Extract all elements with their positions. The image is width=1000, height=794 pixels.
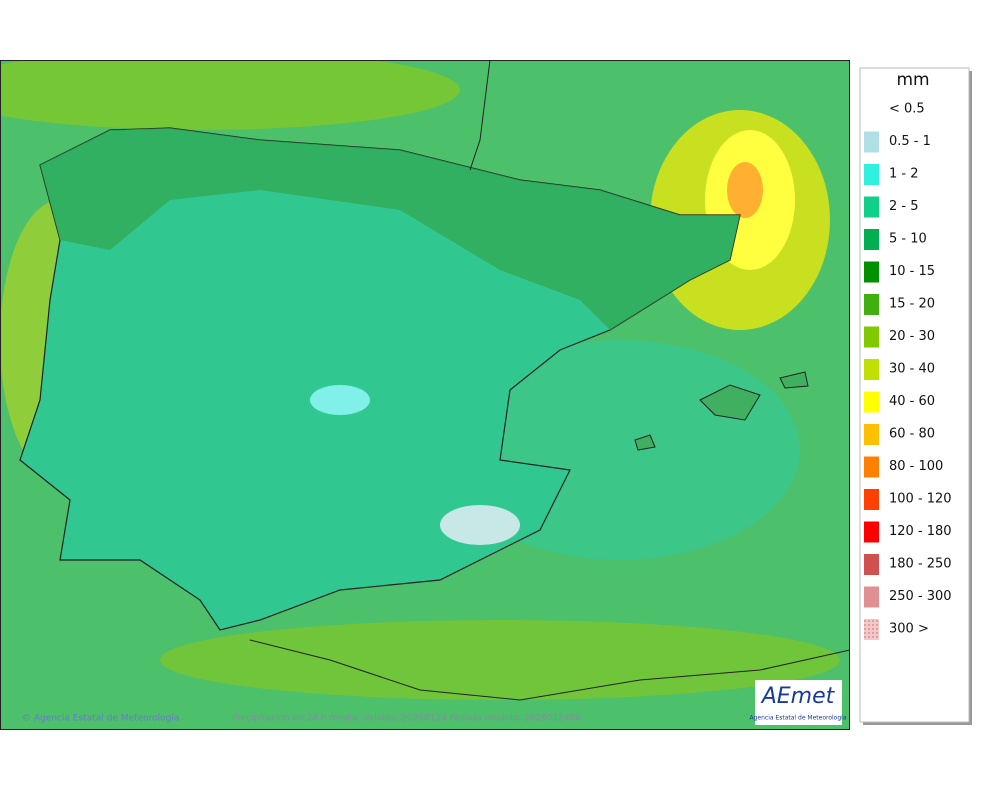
legend-label: < 0.5: [889, 102, 925, 117]
precipitation-map: © Agencia Estatal de Meteorología Precip…: [0, 60, 850, 730]
legend-label: 20 - 30: [889, 329, 935, 344]
legend-label: 15 - 20: [889, 297, 935, 312]
legend-label: 180 - 250: [889, 557, 952, 572]
field-blob: [727, 162, 763, 218]
logo-box: [755, 680, 842, 725]
legend-label: 10 - 15: [889, 264, 935, 279]
border: [469, 60, 491, 171]
legend-swatch: [864, 554, 879, 575]
legend-swatch: [864, 229, 879, 250]
legend-unit: mm: [896, 70, 929, 90]
map-frame: [0, 60, 850, 730]
legend-label: 250 - 300: [889, 589, 952, 604]
field-blob: [0, 60, 460, 130]
legend-swatch: [864, 164, 879, 185]
field-blob: [160, 620, 840, 700]
legend-swatch: [864, 261, 879, 283]
legend-swatch: [864, 131, 879, 153]
logo-name: AEmet: [760, 684, 836, 709]
island: [779, 371, 809, 389]
legend-label: 2 - 5: [889, 199, 919, 214]
legend-swatch: [864, 294, 879, 315]
africa-coast: [249, 639, 850, 701]
legend-swatch: [864, 521, 879, 543]
legend-swatch: [864, 326, 879, 348]
legend-label: 40 - 60: [889, 394, 935, 409]
legend-label: 5 - 10: [889, 232, 927, 247]
legend-swatch: [864, 359, 879, 380]
north-band: [40, 128, 740, 330]
legend-swatch: [864, 196, 879, 218]
legend-label: 1 - 2: [889, 167, 919, 182]
legend-label: 100 - 120: [889, 492, 952, 507]
credit: © Agencia Estatal de Meteorología: [22, 714, 179, 724]
legend-swatch: [864, 586, 879, 608]
legend-label: 60 - 80: [889, 427, 935, 442]
island: [634, 434, 656, 451]
legend-swatch: [864, 489, 879, 510]
legend-swatch: [864, 391, 879, 413]
legend-label: 80 - 100: [889, 459, 943, 474]
legend-label: 120 - 180: [889, 524, 952, 539]
legend-swatch: [864, 619, 879, 640]
legend-label: 300 >: [889, 622, 929, 637]
legend-label: 0.5 - 1: [889, 134, 931, 149]
field-blob: [310, 385, 370, 415]
logo-subtitle: Agencia Estatal de Meteorología: [750, 715, 847, 722]
legend-swatch: [864, 456, 879, 478]
legend-label: 30 - 40: [889, 362, 935, 377]
field-blob: [440, 505, 520, 545]
caption: Precipitación en 24 h media. Validez: 20…: [232, 713, 582, 724]
legend-swatch: [864, 424, 879, 445]
island: [699, 384, 761, 421]
